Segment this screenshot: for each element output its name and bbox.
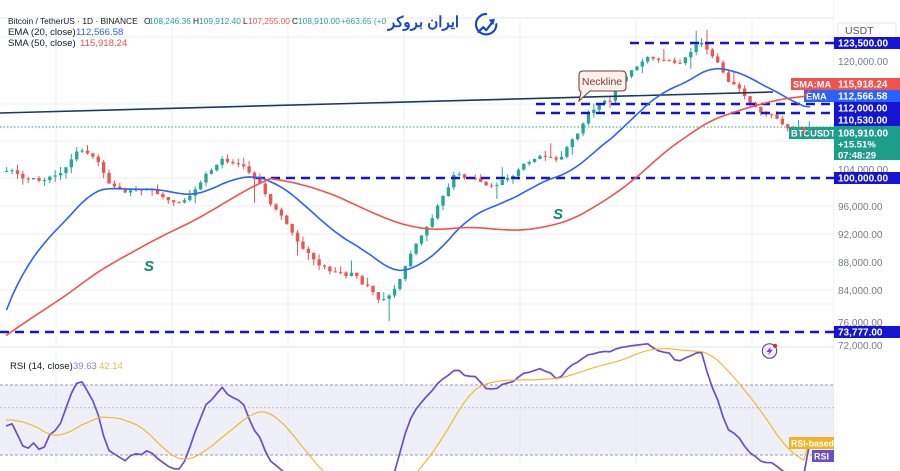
svg-text:108,910.00: 108,910.00 [838,128,888,139]
svg-text:S: S [553,206,563,223]
svg-text:73,777.00: 73,777.00 [838,328,883,339]
svg-text:07:48:29: 07:48:29 [838,150,876,161]
svg-text:109,912.40: 109,912.40 [199,16,241,26]
svg-text:S: S [144,258,154,275]
svg-text:108,910.00: 108,910.00 [298,16,340,26]
svg-text:Neckline: Neckline [582,76,622,88]
svg-text:107,255.00: 107,255.00 [248,16,290,26]
svg-text:108,246.36: 108,246.36 [149,16,191,26]
svg-text:72,000.00: 72,000.00 [838,341,883,352]
svg-text:BTCUSDT: BTCUSDT [791,128,836,138]
svg-text:+15.51%: +15.51% [838,139,876,150]
svg-text:100,000.00: 100,000.00 [838,174,888,185]
svg-text:EMA: EMA [806,91,827,101]
svg-text:123,500.00: 123,500.00 [838,38,888,49]
svg-text:EMA (20, close): EMA (20, close) [8,27,76,38]
svg-text:115,918.24: 115,918.24 [80,38,128,49]
svg-text:SMA (50, close): SMA (50, close) [8,38,76,49]
svg-text:96,000.00: 96,000.00 [838,202,883,213]
svg-text:84,000.00: 84,000.00 [838,286,883,297]
svg-text:88,000.00: 88,000.00 [838,258,883,269]
svg-text:115,918.24: 115,918.24 [838,79,888,90]
svg-text:112,566.58: 112,566.58 [838,91,888,102]
svg-text:ایران بروکر: ایران بروکر [387,14,459,31]
svg-text:USDT: USDT [845,25,874,37]
svg-text:110,530.00: 110,530.00 [838,115,888,126]
svg-text:RSI: RSI [814,451,829,461]
svg-text:+663.65 (+0: +663.65 (+0 [341,16,387,26]
svg-text:SMA:MA: SMA:MA [793,79,831,89]
svg-text:92,000.00: 92,000.00 [838,230,883,241]
svg-text:42.14: 42.14 [99,361,123,372]
svg-text:39.63: 39.63 [73,361,97,372]
svg-text:120,000.00: 120,000.00 [838,57,888,68]
svg-text:112,000.00: 112,000.00 [838,103,888,114]
svg-text:RSI (14, close): RSI (14, close) [10,361,73,372]
svg-text:112,566.58: 112,566.58 [76,27,123,38]
svg-text:Bitcoin / TetherUS · 1D · BINA: Bitcoin / TetherUS · 1D · BINANCE [8,16,138,26]
